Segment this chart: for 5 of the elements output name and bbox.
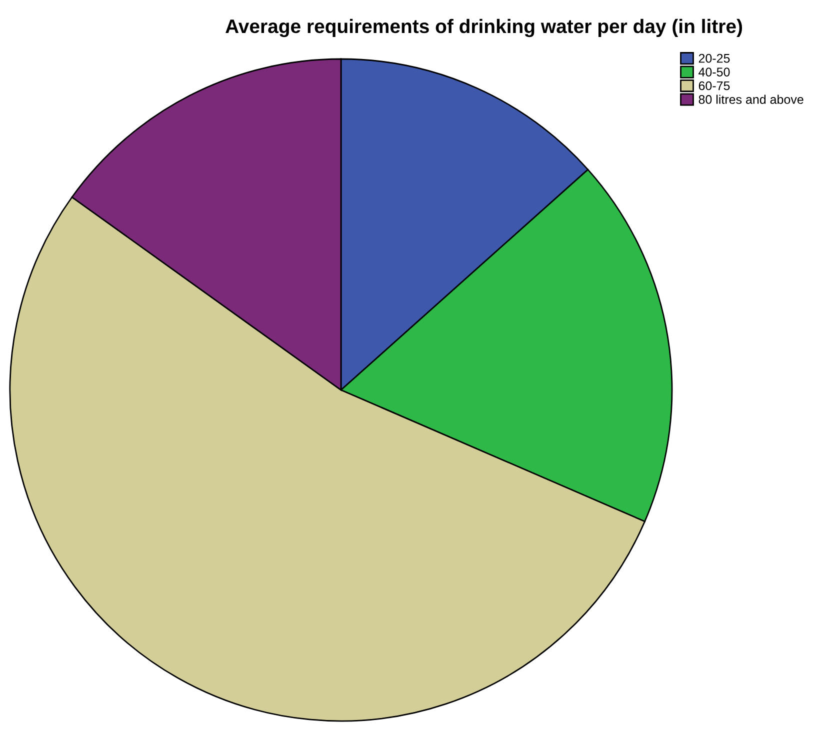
- chart-title: Average requirements of drinking water per day (in litre): [226, 18, 742, 38]
- legend-label: 40-50: [698, 68, 730, 76]
- legend-label: 60-75: [698, 81, 730, 90]
- legend-label: 20-25: [698, 54, 730, 63]
- legend-label: 80 litres and above: [698, 94, 804, 104]
